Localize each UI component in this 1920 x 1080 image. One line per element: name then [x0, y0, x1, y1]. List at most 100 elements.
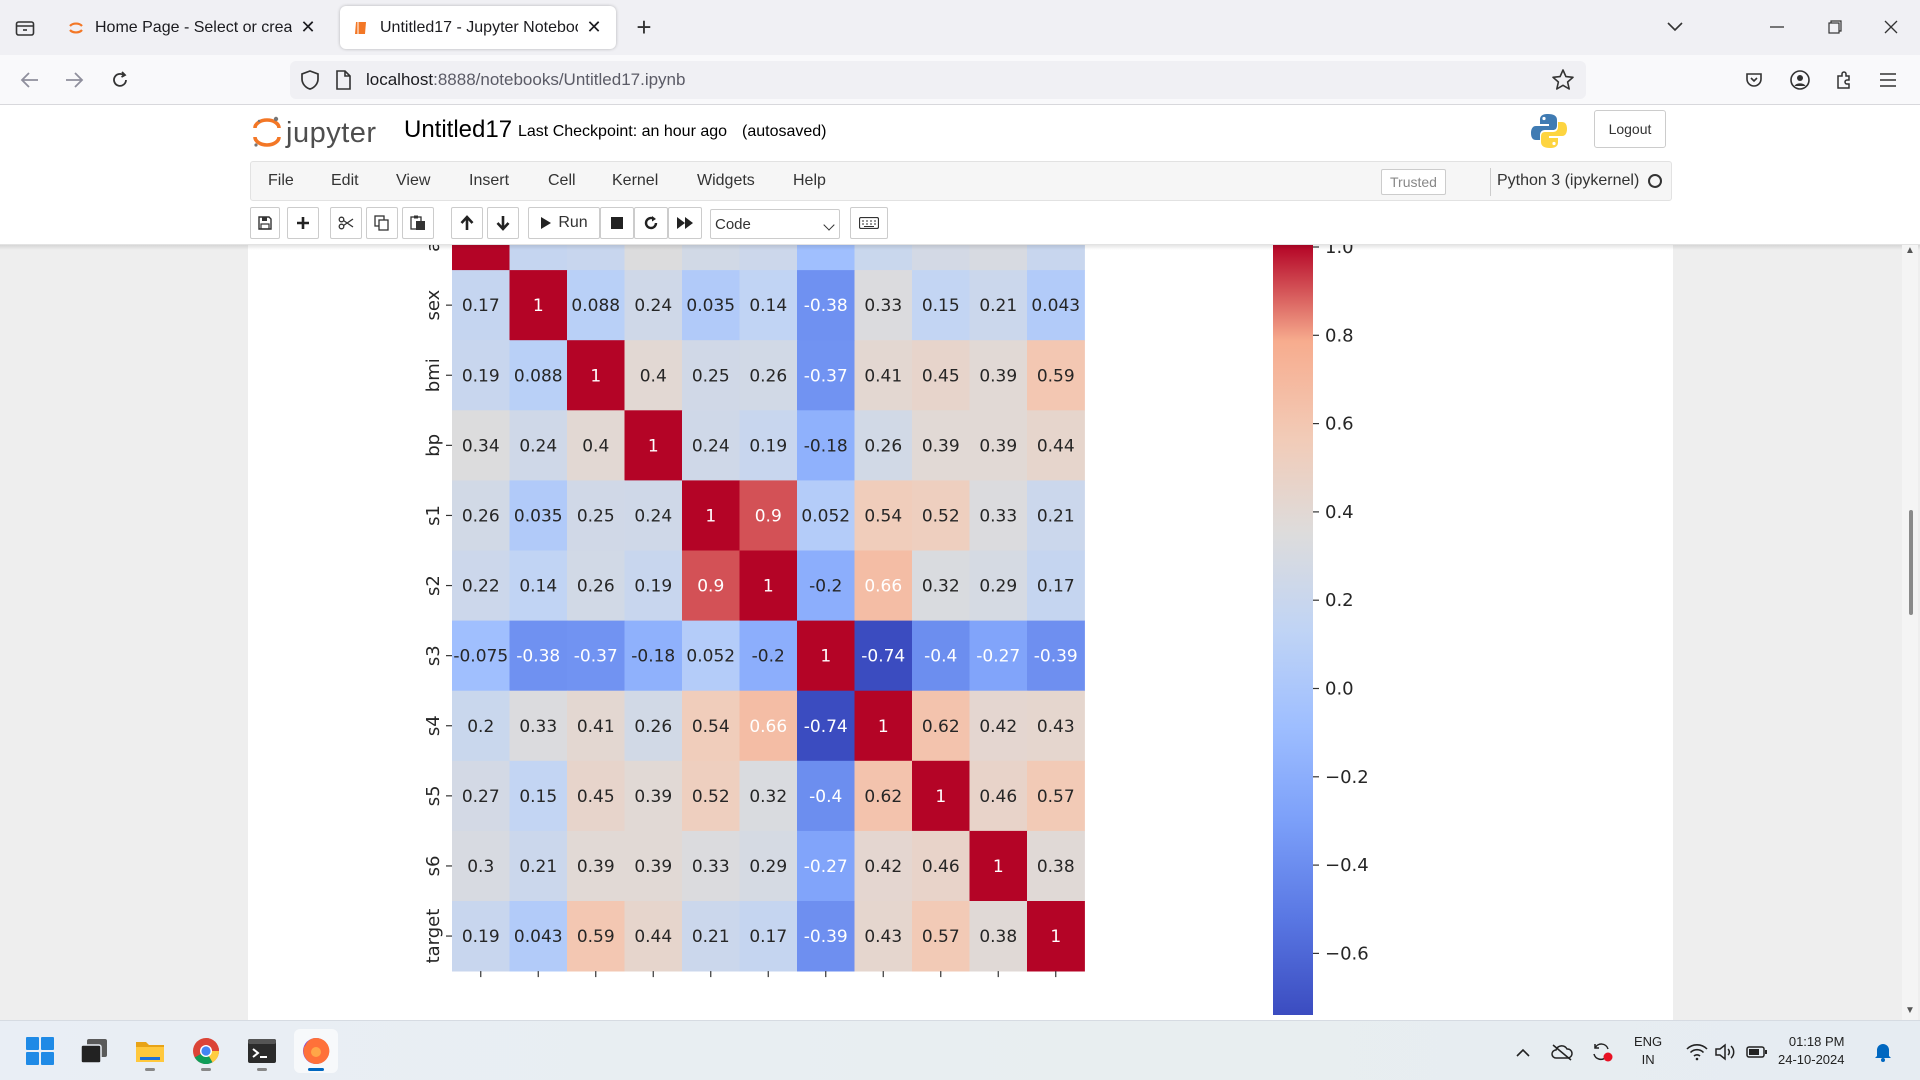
url-text[interactable]: localhost:8888/notebooks/Untitled17.ipyn…	[366, 70, 685, 90]
restart-run-all-button[interactable]	[668, 207, 702, 239]
cut-button[interactable]	[330, 207, 362, 239]
pocket-button[interactable]	[1738, 64, 1770, 96]
close-window-icon[interactable]	[1876, 12, 1906, 42]
heatmap-cell-value: 0.46	[979, 787, 1017, 807]
heatmap-cell	[1027, 245, 1085, 271]
notifications-button[interactable]	[1870, 1039, 1896, 1065]
battery-status[interactable]	[1744, 1039, 1770, 1065]
page-scrollbar[interactable]	[1902, 245, 1918, 1020]
task-view-button[interactable]	[72, 1029, 116, 1073]
url-host: localhost	[366, 70, 434, 89]
onedrive-status[interactable]	[1549, 1039, 1575, 1065]
heatmap-cell	[567, 550, 625, 621]
y-tick-label: s4	[423, 715, 444, 736]
menu-help[interactable]: Help	[793, 172, 826, 189]
scrollbar-thumb[interactable]	[1909, 510, 1913, 615]
jupyter-logo[interactable]: jupyter	[252, 114, 377, 152]
heatmap-cell-value: 0.39	[979, 366, 1017, 386]
cloud-offline-icon	[1551, 1044, 1573, 1061]
input-language-indicator[interactable]: ENG IN	[1634, 1033, 1662, 1069]
menu-insert[interactable]: Insert	[469, 172, 510, 189]
colorbar	[1273, 245, 1313, 1015]
heatmap-cell	[854, 690, 913, 762]
heatmap-cell-value: 1	[993, 857, 1004, 877]
firefox-icon	[303, 1037, 330, 1064]
firefox-app[interactable]	[294, 1029, 338, 1073]
new-tab-button[interactable]: +	[636, 12, 652, 42]
tracking-shield-icon[interactable]	[298, 68, 322, 92]
back-button[interactable]	[14, 64, 46, 96]
file-explorer-app[interactable]	[128, 1029, 172, 1073]
minimize-icon[interactable]	[1762, 12, 1792, 42]
tab-home-page[interactable]: Home Page - Select or create a ✕	[55, 6, 330, 49]
notebook-container[interactable]: 1 0.17 0.19 0.34 0.26 0.22 -0.075 0.2 0.27 0.3 0.1…	[248, 245, 1673, 1020]
network-status[interactable]	[1684, 1039, 1710, 1065]
scroll-down-icon[interactable]: ▼	[1905, 1005, 1915, 1016]
heatmap-cell	[509, 340, 568, 411]
run-button[interactable]: Run	[528, 207, 600, 239]
heatmap-cell	[912, 830, 970, 902]
logout-button[interactable]: Logout	[1594, 110, 1666, 148]
terminal-app[interactable]	[240, 1029, 284, 1073]
heatmap-cell	[1027, 270, 1085, 341]
heatmap-cell	[624, 690, 683, 762]
insert-cell-button[interactable]	[287, 207, 319, 239]
notebook-name[interactable]: Untitled17	[404, 116, 513, 143]
address-bar[interactable]: localhost:8888/notebooks/Untitled17.ipyn…	[290, 61, 1586, 99]
forward-button[interactable]	[58, 64, 90, 96]
account-button[interactable]	[1784, 64, 1816, 96]
heatmap-cell-value: 0.46	[922, 857, 960, 877]
restart-kernel-button[interactable]	[634, 207, 668, 239]
show-hidden-icons-button[interactable]	[1510, 1039, 1536, 1065]
menu-edit[interactable]: Edit	[331, 172, 359, 189]
start-button[interactable]	[18, 1029, 62, 1073]
hamburger-menu-icon	[1880, 73, 1896, 87]
tab-untitled17[interactable]: Untitled17 - Jupyter Notebook ✕	[340, 6, 616, 49]
y-tick-label: s3	[423, 645, 444, 666]
heatmap-cell-value: 0.33	[864, 296, 902, 316]
system-clock[interactable]: 01:18 PM 24-10-2024	[1778, 1033, 1845, 1069]
heatmap-cell-value: 0.27	[922, 245, 960, 246]
app-menu-button[interactable]	[1872, 64, 1904, 96]
chrome-app[interactable]	[184, 1029, 228, 1073]
heatmap-cell	[682, 690, 740, 762]
windows-logo-icon	[26, 1037, 54, 1065]
heatmap-cell-value: 1	[705, 506, 716, 526]
menu-kernel[interactable]: Kernel	[612, 172, 659, 189]
volume-control[interactable]	[1712, 1039, 1738, 1065]
interrupt-kernel-button[interactable]	[600, 207, 634, 239]
restore-icon[interactable]	[1820, 12, 1850, 42]
tab-list-button[interactable]	[10, 14, 40, 42]
close-tab-icon[interactable]: ✕	[586, 17, 602, 37]
menu-file[interactable]: File	[268, 172, 294, 189]
heatmap-cell-value: -0.37	[574, 647, 618, 667]
move-down-button[interactable]	[487, 207, 519, 239]
cell-type-select[interactable]: Code	[710, 209, 840, 239]
heatmap-cell-value: 0.39	[577, 857, 615, 877]
heatmap-cell-value: -0.2	[752, 647, 785, 667]
scroll-up-icon[interactable]: ▲	[1905, 245, 1915, 256]
sync-status[interactable]	[1589, 1039, 1615, 1065]
menu-cell[interactable]: Cell	[548, 172, 576, 189]
heatmap-cell-value: 0.41	[577, 717, 615, 737]
heatmap-cell	[969, 550, 1028, 621]
save-button[interactable]	[250, 207, 280, 239]
close-tab-icon[interactable]: ✕	[300, 17, 316, 37]
command-palette-button[interactable]	[850, 207, 888, 239]
extensions-button[interactable]	[1828, 64, 1860, 96]
menu-view[interactable]: View	[396, 172, 431, 189]
move-up-button[interactable]	[451, 207, 483, 239]
tab-overflow-chevron-icon[interactable]	[1660, 12, 1690, 42]
heatmap-cell	[682, 830, 740, 902]
reload-button[interactable]	[104, 64, 136, 96]
heatmap-cell	[797, 270, 855, 341]
heatmap-cell-value: 0.19	[462, 927, 500, 947]
trusted-indicator[interactable]: Trusted	[1381, 169, 1446, 195]
page-info-icon[interactable]	[332, 69, 354, 91]
menu-widgets[interactable]: Widgets	[697, 172, 755, 189]
copy-button[interactable]	[366, 207, 398, 239]
paste-button[interactable]	[402, 207, 434, 239]
kernel-name[interactable]: Python 3 (ipykernel)	[1497, 172, 1640, 189]
bookmark-star-icon[interactable]	[1550, 67, 1576, 93]
save-icon	[258, 216, 272, 230]
